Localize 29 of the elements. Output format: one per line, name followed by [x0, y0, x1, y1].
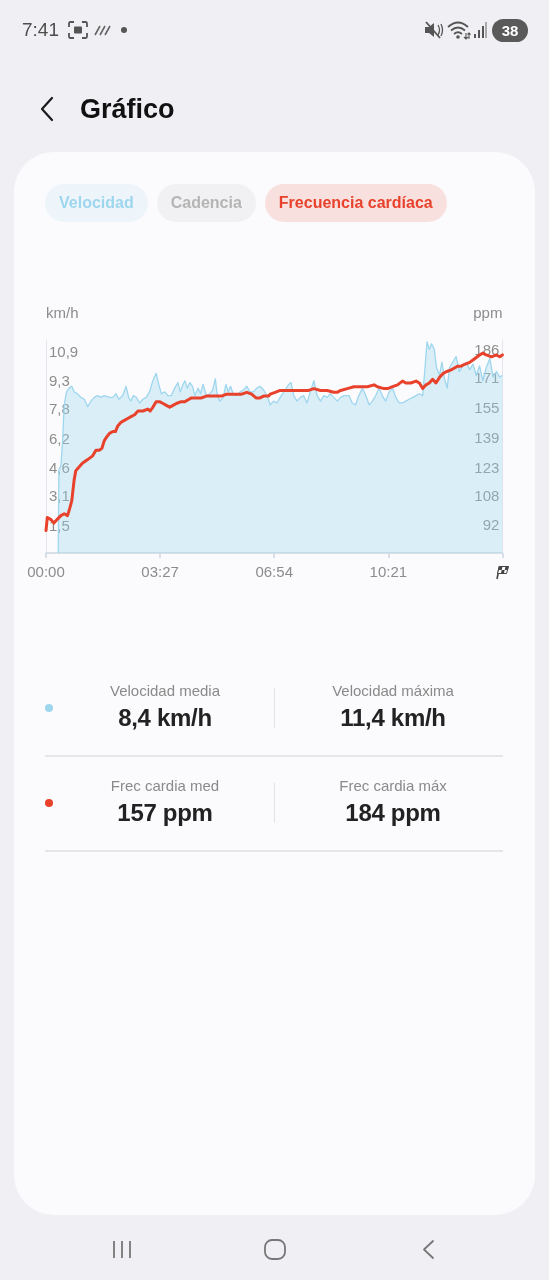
text: 8,4 km/h	[117, 704, 213, 732]
y2-tick-label: 92	[482, 516, 500, 534]
text: 184 ppm	[344, 799, 442, 827]
text: Frec cardia med	[109, 777, 221, 795]
text: Velocidad	[45, 184, 148, 222]
y2-tick-label: 139	[474, 428, 500, 446]
battery-icon: 38	[492, 19, 528, 42]
text: Velocidad media	[108, 682, 222, 700]
y-axis-title: km/h	[46, 303, 79, 321]
x-tick-label: 00:00	[27, 563, 65, 580]
y-tick-label: 3,1	[49, 487, 70, 505]
y-tick-label: 4,6	[49, 459, 70, 477]
legend-label: Cadencia	[156, 184, 256, 222]
y-tick-label: 9,3	[49, 372, 70, 390]
text: 11,4 km/h	[339, 704, 447, 732]
text: Frec cardia máx	[338, 777, 448, 795]
text: Velocidad máxima	[331, 682, 455, 700]
x-tick-label: 10:21	[369, 563, 408, 580]
text: Frecuencia cardíaca	[264, 184, 447, 222]
y-tick-label: 10,9	[49, 342, 79, 360]
y2-tick-label: 108	[474, 486, 500, 504]
x-tick-label: 06:54	[255, 563, 293, 580]
x-tick-label: 03:27	[141, 563, 179, 580]
y2-tick-label: 155	[474, 398, 500, 416]
y2-axis-title: ppm	[473, 303, 503, 321]
chart-title: Gráfico	[80, 93, 175, 125]
text: 7:41	[22, 18, 59, 42]
text: 157 ppm	[116, 799, 214, 827]
y2-tick-label: 123	[474, 458, 500, 476]
